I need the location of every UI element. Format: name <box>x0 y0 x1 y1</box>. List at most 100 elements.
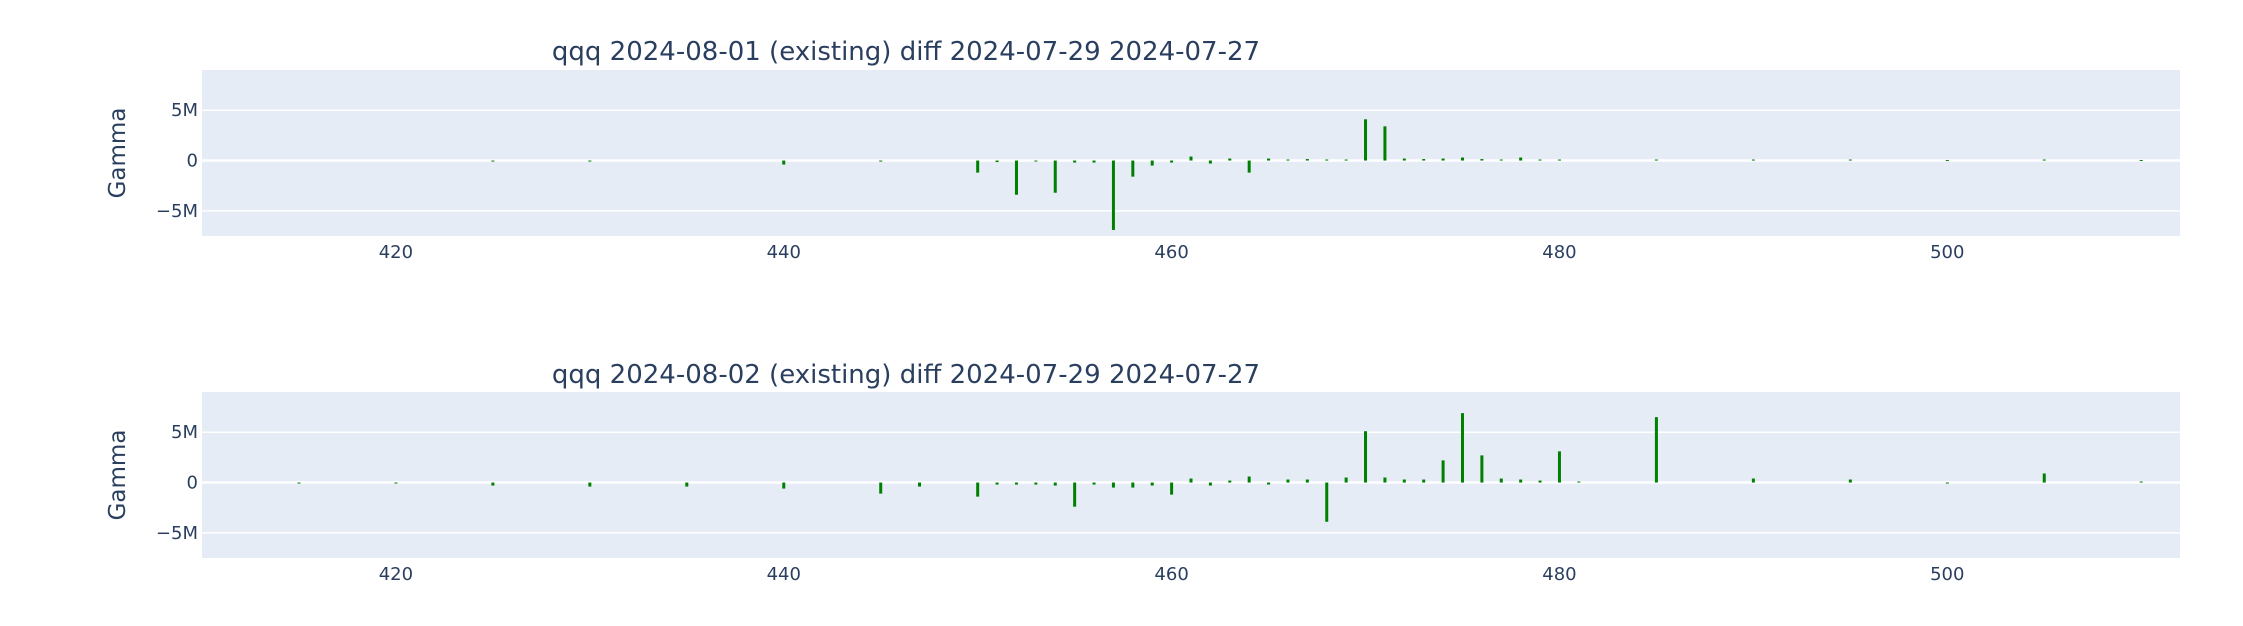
y-tick-labels-1: 5M 0 −5M <box>156 100 198 222</box>
bar <box>2139 160 2143 162</box>
bar <box>1267 482 1271 485</box>
bar <box>918 482 922 487</box>
bar <box>1286 479 1290 483</box>
plot-area-2 <box>202 392 2180 558</box>
bar <box>1557 159 1561 161</box>
subplot-2: 5M 0 −5M 420 440 460 480 500 qqq 2024-08-02 (e… <box>105 360 2180 585</box>
bar <box>1654 159 1658 161</box>
bar <box>1131 482 1135 488</box>
x-tick-label: 500 <box>1930 242 1964 263</box>
bar <box>1073 482 1077 507</box>
bar <box>782 482 786 489</box>
bar <box>1364 431 1368 483</box>
bar <box>1519 479 1523 483</box>
bar <box>1945 482 1949 484</box>
bar <box>1848 479 1852 483</box>
bar <box>1519 157 1523 161</box>
bar <box>1014 482 1018 485</box>
bar <box>1538 159 1542 161</box>
subplot-1: 5M 0 −5M 420 440 460 480 500 qqq 2024-08-01 (e… <box>105 37 2180 263</box>
x-tick-label: 460 <box>1154 564 1188 585</box>
bar <box>995 160 999 163</box>
bar <box>1460 157 1464 161</box>
bar <box>1751 478 1755 483</box>
x-tick-label: 440 <box>767 564 801 585</box>
x-tick-label: 480 <box>1542 564 1576 585</box>
x-tick-labels-1: 420 440 460 480 500 <box>379 242 1965 263</box>
bar <box>1480 455 1484 483</box>
bar <box>1247 160 1251 173</box>
bars-2 <box>297 413 2143 522</box>
bar <box>1557 451 1561 483</box>
bar <box>394 482 398 484</box>
bar <box>1111 160 1115 230</box>
bar <box>1383 477 1387 483</box>
bar <box>2139 481 2143 483</box>
y-axis-label-2: Gamma <box>105 430 131 521</box>
bar <box>1131 160 1135 177</box>
y-tick-label: −5M <box>156 201 198 222</box>
bar <box>491 160 495 162</box>
chart-title-2: qqq 2024-08-02 (existing) diff 2024-07-2… <box>552 360 1260 390</box>
x-tick-label: 420 <box>379 564 413 585</box>
bar <box>2042 473 2046 483</box>
bar <box>1305 159 1309 161</box>
bar <box>1538 480 1542 483</box>
bar <box>1577 481 1581 483</box>
bar <box>1034 160 1038 162</box>
bar <box>1422 159 1426 161</box>
bar <box>1441 158 1445 161</box>
bar <box>1325 482 1329 522</box>
bar <box>1402 158 1406 161</box>
bar <box>1073 160 1077 163</box>
bar <box>1247 476 1251 483</box>
bar <box>491 482 495 486</box>
bar <box>1499 159 1503 161</box>
bar <box>1092 482 1096 485</box>
bar <box>782 160 786 165</box>
x-tick-label: 420 <box>379 242 413 263</box>
bar <box>1305 479 1309 483</box>
bar <box>1344 477 1348 483</box>
bar <box>995 482 999 485</box>
bar <box>1460 413 1464 483</box>
bar <box>297 482 301 484</box>
bar <box>1228 158 1232 161</box>
x-tick-labels-2: 420 440 460 480 500 <box>379 564 1965 585</box>
bar <box>1945 160 1949 162</box>
bar <box>879 160 883 162</box>
y-tick-label: 0 <box>187 473 198 494</box>
bar <box>1848 159 1852 161</box>
chart-title-1: qqq 2024-08-01 (existing) diff 2024-07-2… <box>552 37 1260 67</box>
y-tick-label: 5M <box>171 422 198 443</box>
bar <box>1654 417 1658 483</box>
bar <box>1150 482 1154 486</box>
bar <box>976 482 980 497</box>
bar <box>1383 126 1387 161</box>
bar <box>976 160 980 173</box>
bar <box>1150 160 1154 166</box>
bar <box>1208 160 1212 164</box>
bar <box>588 160 592 162</box>
y-tick-label: 5M <box>171 100 198 121</box>
bar <box>1344 159 1348 161</box>
bar <box>1189 156 1193 161</box>
bar <box>1170 160 1174 163</box>
x-tick-label: 460 <box>1154 242 1188 263</box>
bar <box>1034 482 1038 485</box>
bar <box>1751 159 1755 161</box>
bar <box>1402 479 1406 483</box>
y-tick-label: −5M <box>156 523 198 544</box>
bar <box>1422 479 1426 483</box>
bar <box>1499 478 1503 483</box>
bar <box>1092 160 1096 163</box>
plot-area-1 <box>202 70 2180 236</box>
bar <box>685 482 689 487</box>
bar <box>1364 119 1368 161</box>
bar <box>1480 159 1484 161</box>
bar <box>1170 482 1174 495</box>
bar <box>1014 160 1018 195</box>
y-tick-label: 0 <box>187 151 198 172</box>
bar <box>1053 482 1057 486</box>
